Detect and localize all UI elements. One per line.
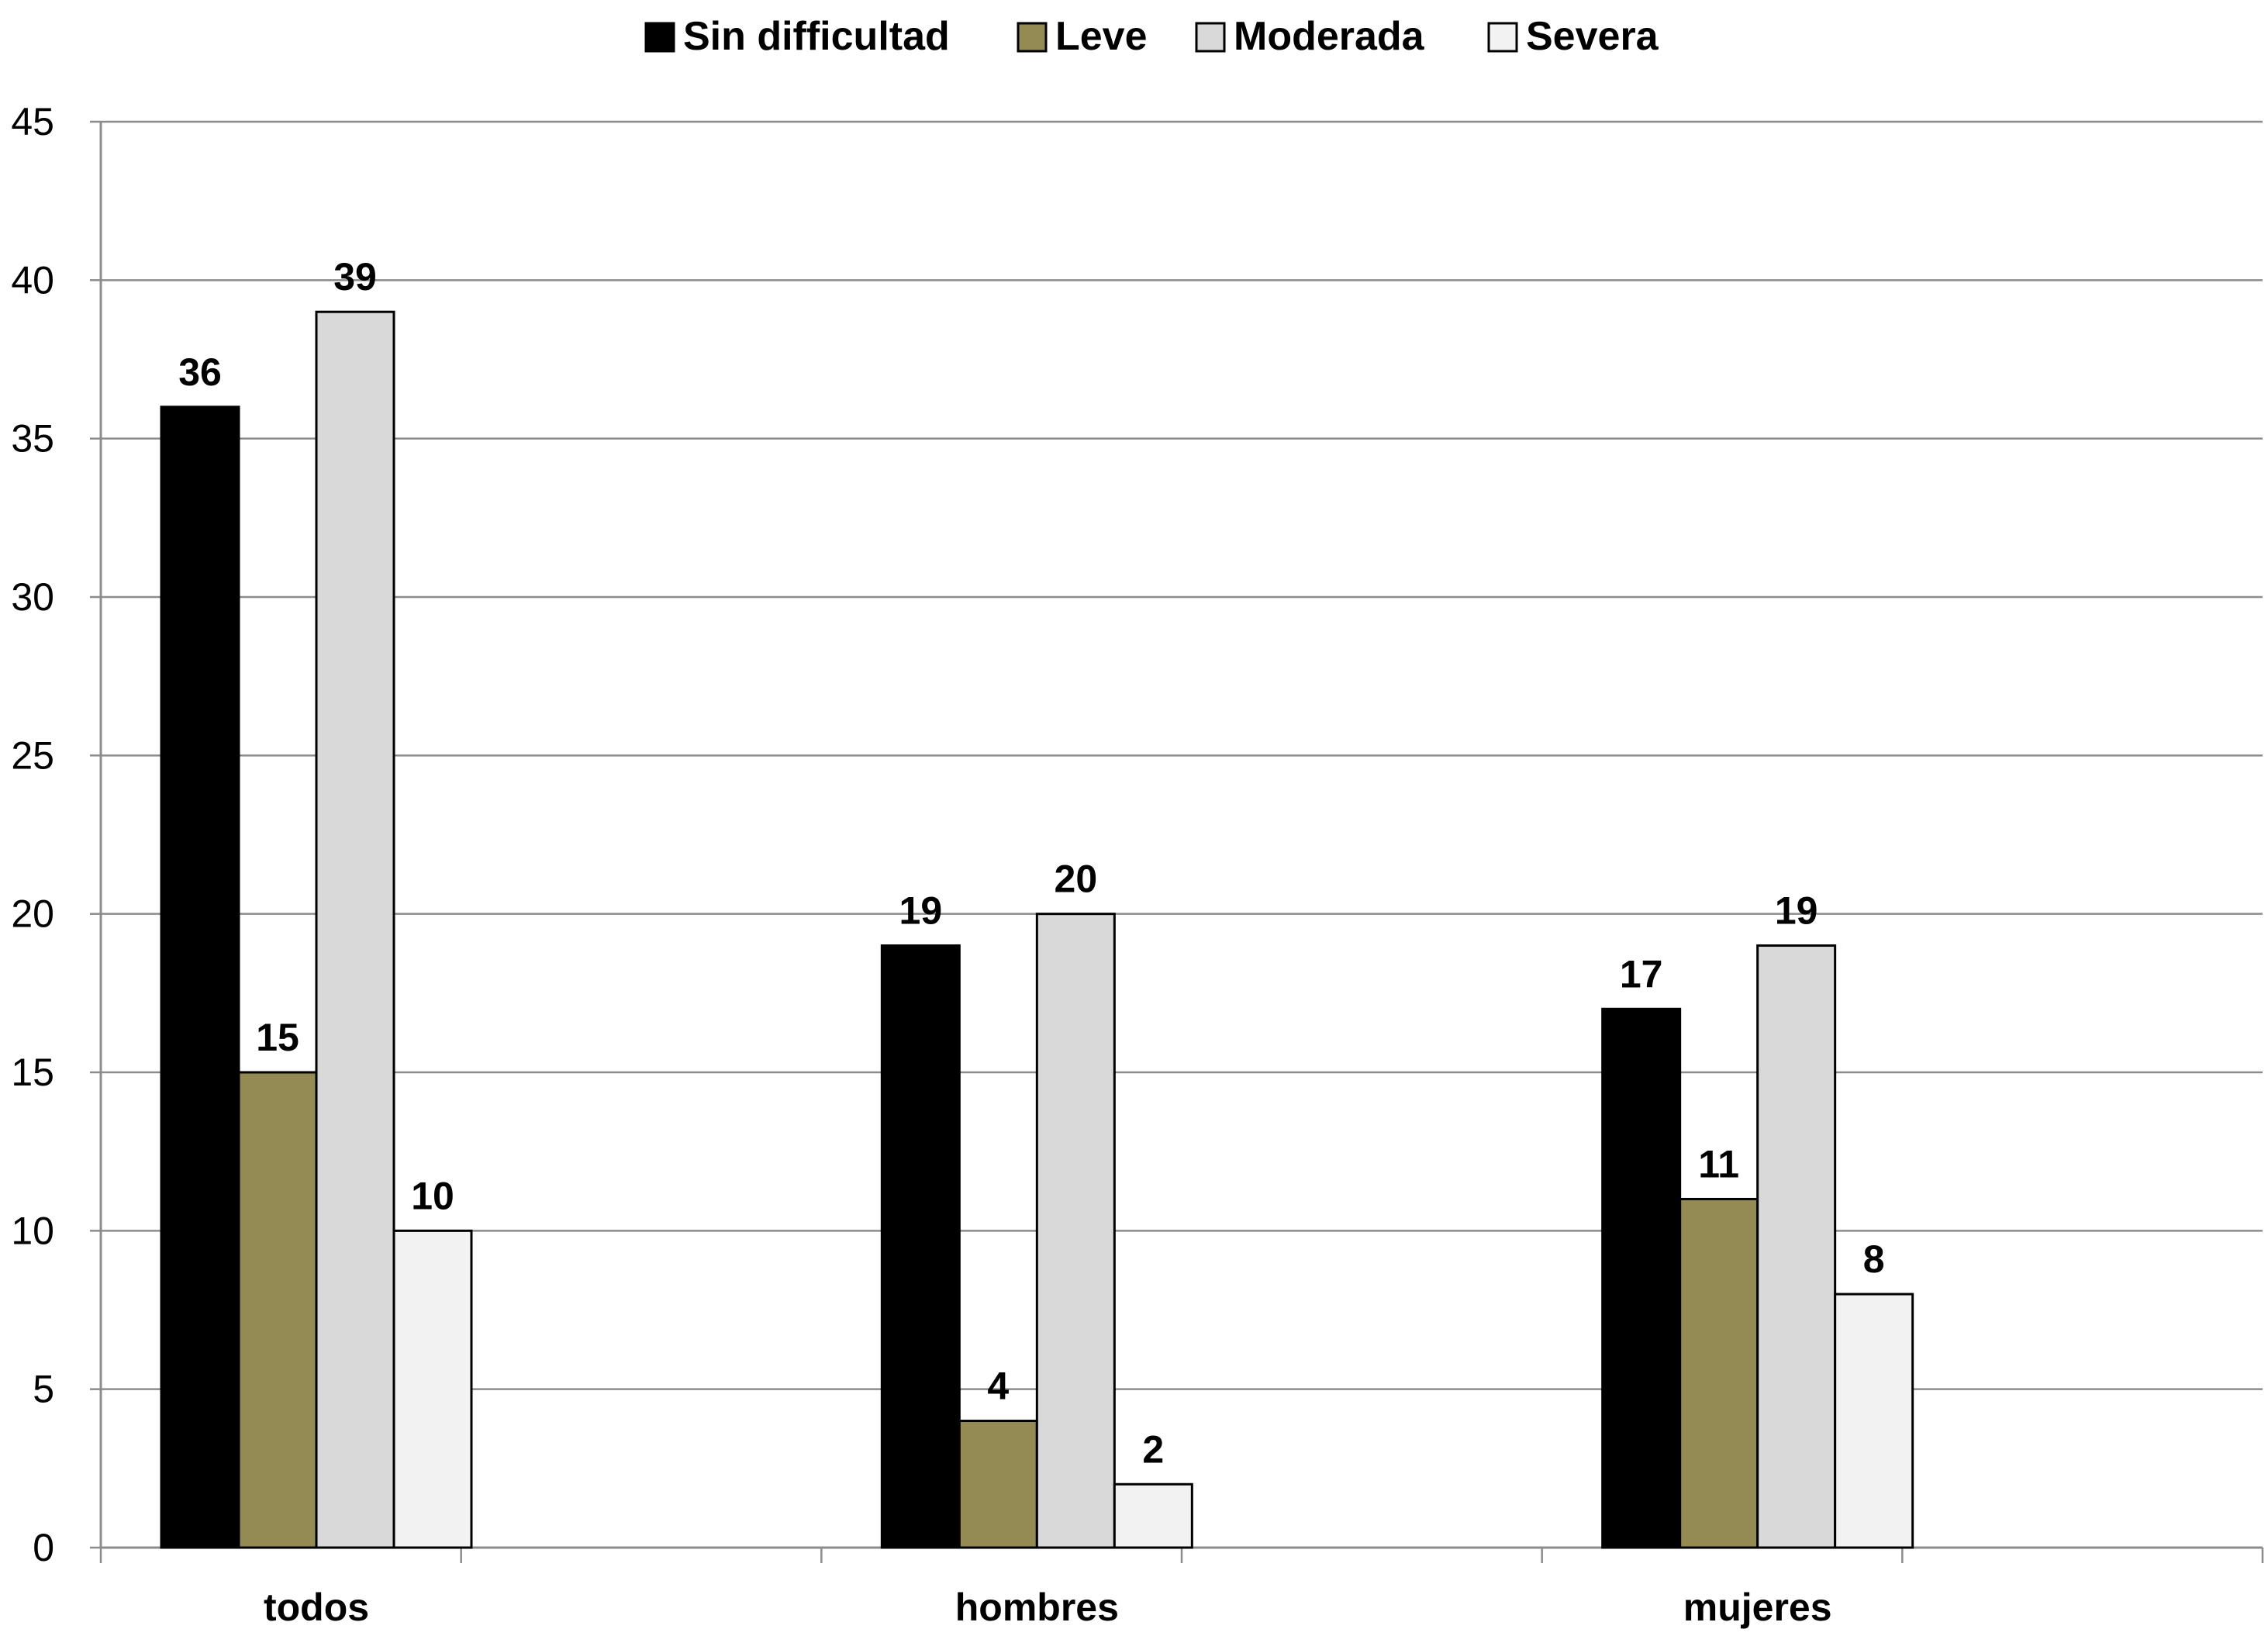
y-tick-label: 20 bbox=[11, 892, 54, 936]
data-label: 11 bbox=[1698, 1142, 1739, 1186]
legend-swatch bbox=[644, 22, 675, 53]
x-category-label: todos bbox=[264, 1586, 369, 1629]
data-label: 2 bbox=[1142, 1427, 1164, 1471]
y-tick-label: 30 bbox=[11, 575, 54, 619]
x-category-label: hombres bbox=[955, 1586, 1119, 1629]
legend-label: Sin difficultad bbox=[683, 14, 950, 59]
legend-swatch bbox=[1195, 22, 1226, 53]
bar bbox=[1834, 1293, 1914, 1549]
legend-label: Moderada bbox=[1234, 14, 1425, 59]
y-tick-label: 40 bbox=[11, 258, 54, 302]
bar bbox=[1679, 1197, 1759, 1549]
bar bbox=[315, 310, 395, 1549]
data-label: 19 bbox=[1775, 889, 1818, 933]
data-label: 15 bbox=[256, 1016, 299, 1059]
y-tick-label: 10 bbox=[11, 1209, 54, 1252]
data-label: 4 bbox=[987, 1365, 1009, 1408]
y-tick-label: 25 bbox=[11, 733, 54, 777]
bar bbox=[880, 944, 961, 1549]
y-tick-label: 0 bbox=[33, 1526, 54, 1569]
data-label: 17 bbox=[1620, 952, 1663, 996]
bar bbox=[1756, 944, 1837, 1549]
y-tick-label: 5 bbox=[33, 1368, 54, 1411]
data-label: 19 bbox=[899, 889, 943, 933]
bars bbox=[160, 310, 1914, 1549]
data-label: 10 bbox=[411, 1174, 454, 1217]
bar bbox=[1113, 1482, 1193, 1549]
bar bbox=[1035, 913, 1116, 1549]
y-tick-label: 15 bbox=[11, 1051, 54, 1094]
bar bbox=[958, 1420, 1038, 1549]
data-label: 39 bbox=[333, 255, 377, 299]
legend-swatch bbox=[1487, 22, 1518, 53]
data-label: 20 bbox=[1055, 858, 1098, 901]
legend-label: Leve bbox=[1055, 14, 1148, 59]
legend-label: Severa bbox=[1526, 14, 1659, 59]
y-tick-label: 45 bbox=[11, 100, 54, 143]
bar bbox=[392, 1229, 473, 1549]
data-label: 8 bbox=[1863, 1237, 1885, 1281]
data-labels: 36 15 39 10 19 4 20 2 17 11 19 8 bbox=[178, 255, 1884, 1471]
y-tick-label: 35 bbox=[11, 417, 54, 461]
bar bbox=[160, 406, 240, 1549]
legend: Sin difficultad Leve Moderada Severa bbox=[644, 14, 1659, 59]
bar bbox=[1601, 1007, 1682, 1549]
legend-swatch bbox=[1017, 22, 1048, 53]
x-category-label: mujeres bbox=[1683, 1586, 1832, 1629]
data-label: 36 bbox=[178, 350, 222, 394]
bar bbox=[237, 1071, 318, 1549]
